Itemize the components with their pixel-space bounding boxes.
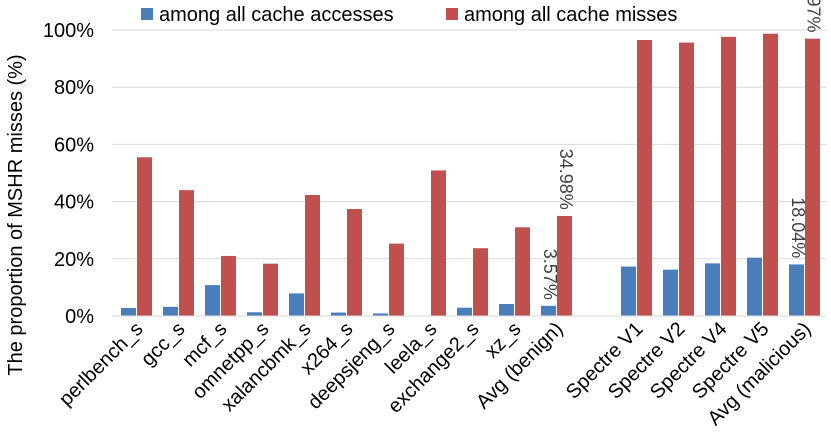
bar-misses bbox=[637, 40, 652, 316]
legend-swatch-misses bbox=[446, 8, 458, 20]
bar-accesses bbox=[499, 303, 514, 316]
y-tick-label: 20% bbox=[54, 249, 94, 271]
bar-misses bbox=[431, 170, 446, 316]
x-tick-label: perlbench_s bbox=[55, 318, 148, 411]
bar-accesses bbox=[789, 264, 804, 316]
data-labels: 3.57% 34.98% 18.04% 96.97% bbox=[540, 0, 824, 300]
bar-misses bbox=[473, 248, 488, 316]
bar-accesses bbox=[621, 266, 636, 316]
bar-misses bbox=[679, 42, 694, 317]
bar-accesses bbox=[747, 257, 762, 316]
data-label: 3.57% bbox=[540, 249, 560, 300]
bar-misses bbox=[389, 243, 404, 316]
data-label: 96.97% bbox=[804, 0, 824, 33]
bar-misses bbox=[557, 215, 572, 316]
legend-swatch-accesses bbox=[141, 8, 153, 20]
y-tick-label: 100% bbox=[43, 20, 94, 42]
bar-accesses bbox=[457, 307, 472, 316]
bar-accesses bbox=[289, 293, 304, 316]
bar-accesses bbox=[205, 285, 220, 316]
legend: among all cache accesses among all cache… bbox=[141, 4, 677, 26]
bar-misses bbox=[221, 255, 236, 316]
bar-misses bbox=[763, 33, 778, 317]
x-tick-label: gcc_s bbox=[137, 318, 190, 371]
bar-accesses bbox=[541, 305, 556, 316]
data-label: 34.98% bbox=[556, 149, 576, 210]
y-tick-label: 80% bbox=[54, 77, 94, 99]
bar-accesses bbox=[121, 307, 136, 316]
bar-misses bbox=[305, 195, 320, 316]
y-tick-label: 40% bbox=[54, 192, 94, 214]
bar-misses bbox=[263, 263, 278, 316]
bar-misses bbox=[805, 38, 820, 316]
bar-misses bbox=[347, 209, 362, 316]
bar-accesses bbox=[163, 306, 178, 316]
bar-accesses bbox=[663, 269, 678, 316]
data-label: 18.04% bbox=[788, 197, 808, 258]
grid-lines bbox=[112, 29, 826, 260]
y-tick-label: 60% bbox=[54, 134, 94, 156]
bar-misses bbox=[137, 157, 152, 316]
legend-label-misses: among all cache misses bbox=[464, 4, 677, 26]
bar-misses bbox=[179, 190, 194, 316]
bar-misses bbox=[515, 227, 530, 316]
bar-misses bbox=[721, 36, 736, 316]
bar-accesses bbox=[373, 313, 388, 316]
y-tick-label: 0% bbox=[65, 306, 94, 328]
bar-accesses bbox=[705, 263, 720, 316]
bars bbox=[121, 33, 820, 317]
bar-accesses bbox=[331, 312, 346, 316]
legend-label-accesses: among all cache accesses bbox=[159, 4, 394, 26]
bar-accesses bbox=[247, 312, 262, 316]
y-axis-label: The proportion of MSHR misses (%) bbox=[5, 54, 27, 375]
